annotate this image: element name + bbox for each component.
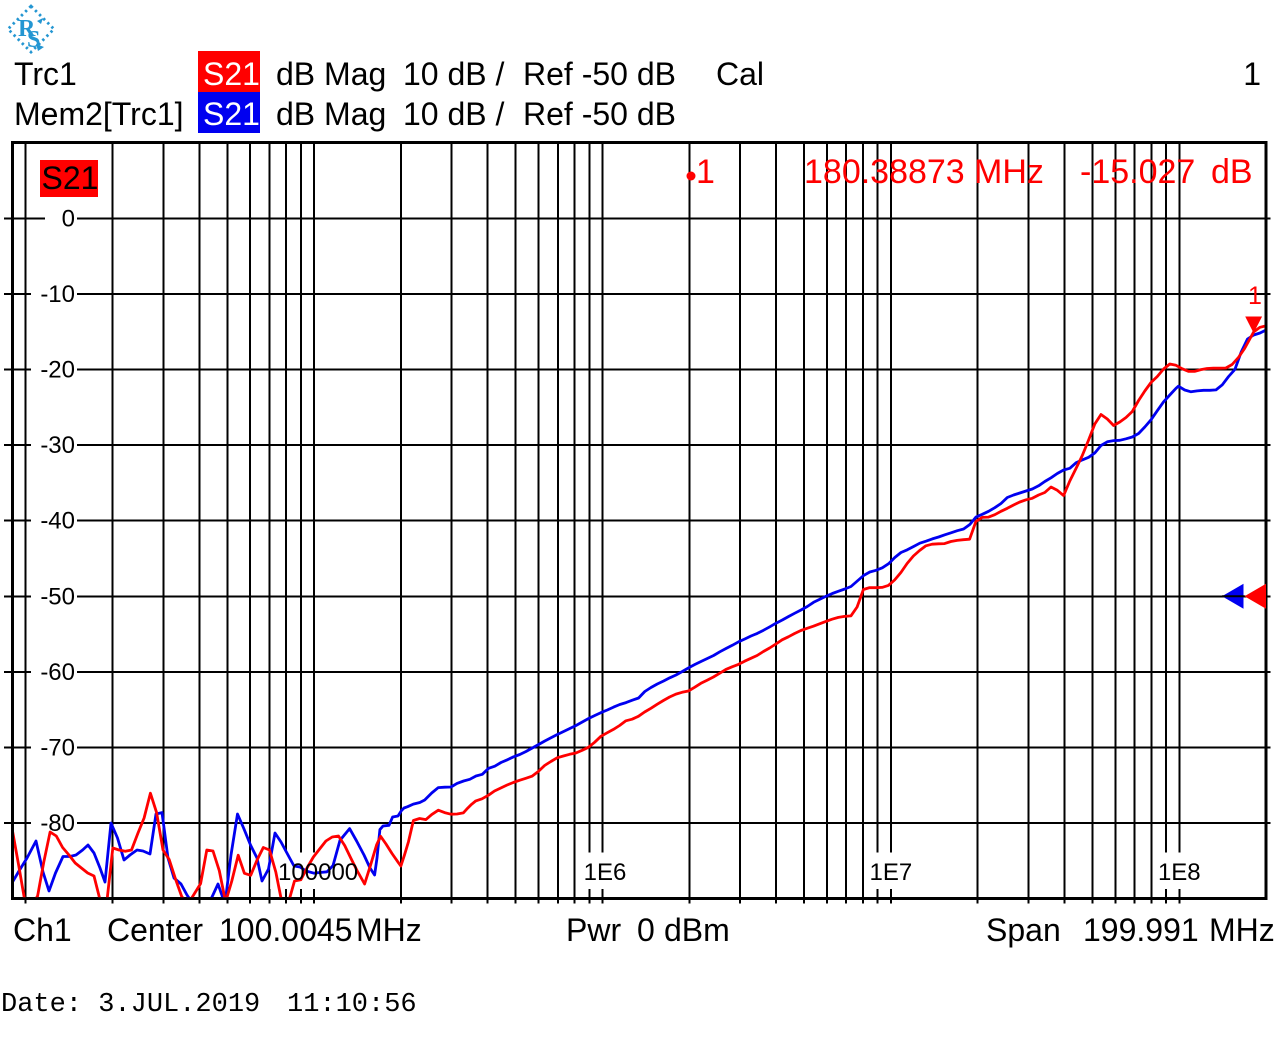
svg-text:1: 1 <box>696 153 715 191</box>
svg-text:Ch1: Ch1 <box>13 912 72 948</box>
svg-text:10 dB /: 10 dB / <box>403 56 505 92</box>
svg-text:MHz: MHz <box>1209 912 1275 948</box>
svg-text:dB: dB <box>1211 153 1253 191</box>
svg-text:10 dB /: 10 dB / <box>403 96 505 132</box>
svg-text:Cal: Cal <box>716 56 764 92</box>
svg-text:MHz: MHz <box>356 912 422 948</box>
svg-text:-70: -70 <box>40 735 75 762</box>
svg-text:0: 0 <box>637 912 655 948</box>
svg-text:R: R <box>18 16 36 42</box>
svg-text:Center: Center <box>107 912 203 948</box>
svg-text:-60: -60 <box>40 659 75 686</box>
svg-text:Span: Span <box>986 912 1061 948</box>
svg-text:dB Mag: dB Mag <box>276 56 386 92</box>
svg-text:-50: -50 <box>40 583 75 610</box>
svg-text:-80: -80 <box>40 810 75 837</box>
svg-text:1: 1 <box>1243 56 1261 92</box>
svg-text:S21: S21 <box>42 160 99 196</box>
svg-text:dB Mag: dB Mag <box>276 96 386 132</box>
svg-text:1E8: 1E8 <box>1158 859 1201 886</box>
svg-text:Ref -50 dB: Ref -50 dB <box>523 56 676 92</box>
svg-text:-15.027: -15.027 <box>1080 153 1195 191</box>
svg-text:Date: 3.JUL.2019: Date: 3.JUL.2019 <box>1 990 260 1020</box>
svg-text:1: 1 <box>1248 282 1262 310</box>
svg-text:-30: -30 <box>40 432 75 459</box>
svg-text:Pwr: Pwr <box>566 912 621 948</box>
svg-text:S21: S21 <box>203 56 260 92</box>
svg-text:1E7: 1E7 <box>870 859 913 886</box>
svg-text:1E6: 1E6 <box>584 859 627 886</box>
svg-text:199.991: 199.991 <box>1083 912 1199 948</box>
svg-text:S21: S21 <box>203 96 260 132</box>
svg-text:MHz: MHz <box>974 153 1044 191</box>
svg-text:-20: -20 <box>40 357 75 384</box>
svg-text:100000: 100000 <box>278 859 358 886</box>
svg-text:Trc1: Trc1 <box>14 56 77 92</box>
svg-text:-40: -40 <box>40 508 75 535</box>
svg-text:0: 0 <box>62 205 75 232</box>
svg-text:Ref -50 dB: Ref -50 dB <box>523 96 676 132</box>
svg-text:dBm: dBm <box>664 912 730 948</box>
svg-text:Mem2[Trc1]: Mem2[Trc1] <box>14 96 184 132</box>
svg-text:-10: -10 <box>40 281 75 308</box>
svg-text:100.0045: 100.0045 <box>219 912 352 948</box>
svg-text:180.38873: 180.38873 <box>804 153 965 191</box>
svg-text:11:10:56: 11:10:56 <box>287 990 417 1020</box>
